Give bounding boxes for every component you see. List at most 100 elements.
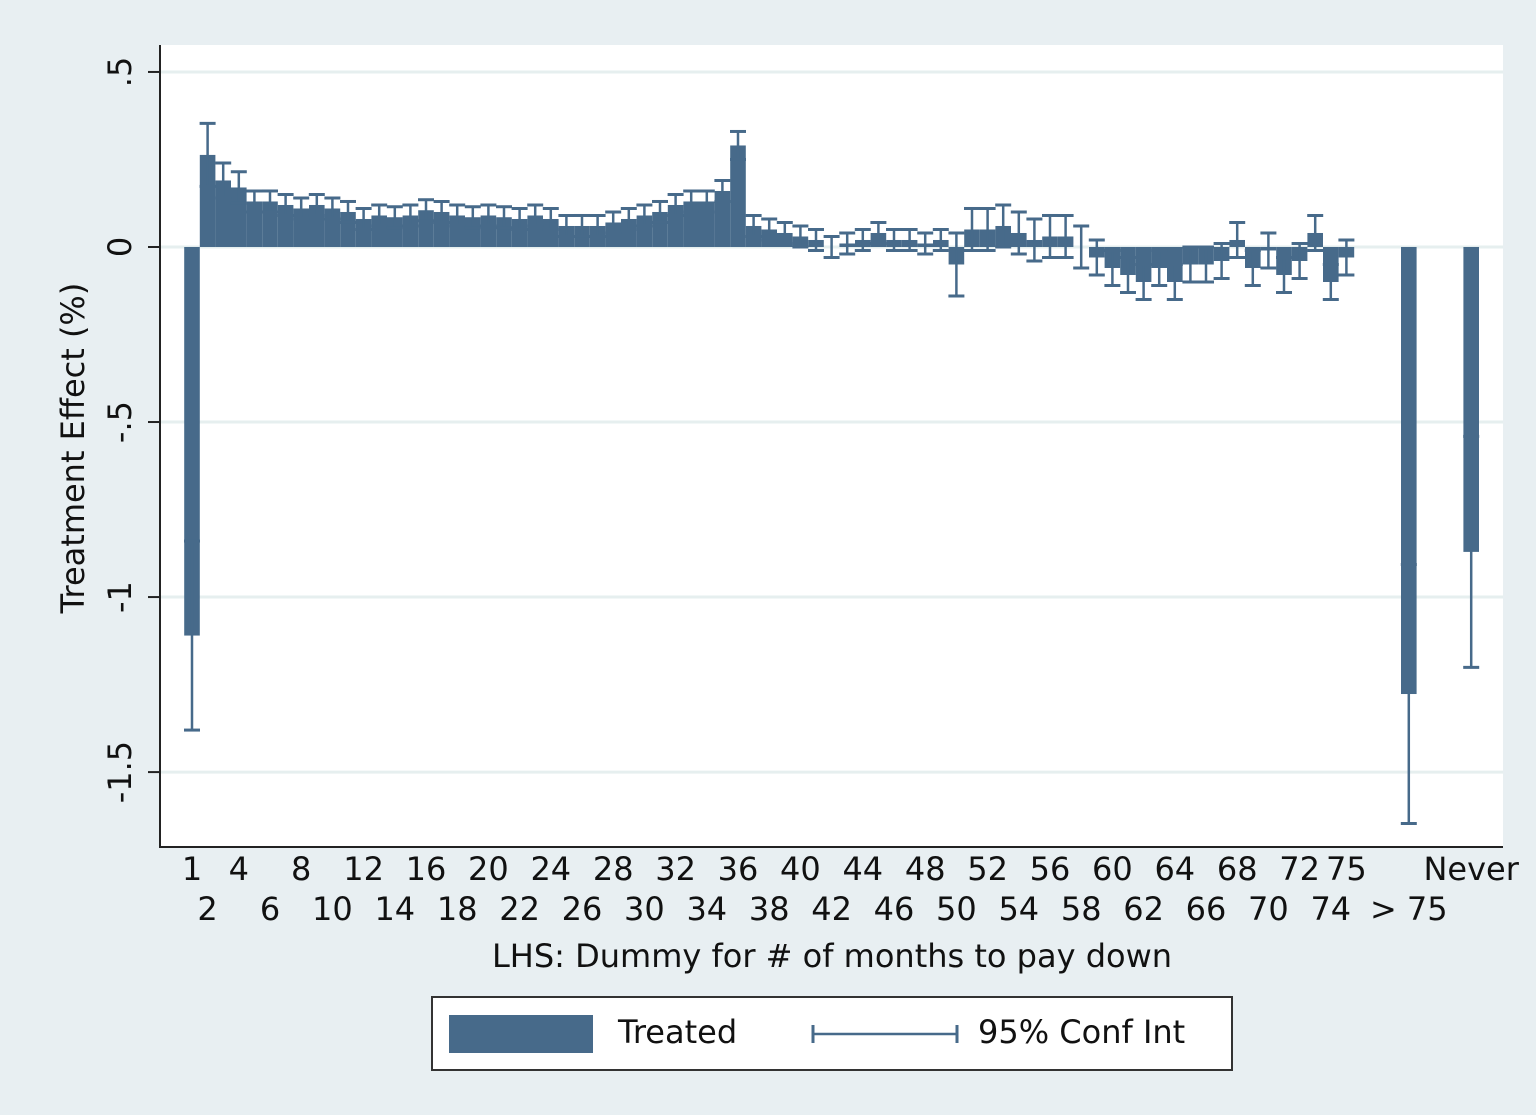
- bar: [449, 215, 465, 247]
- error-bar: [667, 192, 684, 217]
- x-tick-label: 8: [291, 850, 311, 888]
- x-tick-label: 48: [905, 850, 946, 888]
- legend-swatch: [449, 1015, 593, 1053]
- x-tick-label: 32: [655, 850, 696, 888]
- error-bar: [589, 213, 606, 238]
- error-bar: [964, 206, 980, 252]
- error-bar: [730, 129, 746, 161]
- x-tick-label: 6: [260, 890, 280, 928]
- error-bar: [1073, 224, 1090, 270]
- error-bar: [308, 192, 325, 217]
- error-bar: [199, 121, 216, 188]
- x-tick-label: 66: [1186, 890, 1227, 928]
- error-bar: [1260, 231, 1277, 270]
- bar: [387, 217, 403, 247]
- error-bar: [1166, 262, 1183, 301]
- error-bar: [184, 539, 200, 732]
- x-tick-label: 26: [562, 890, 603, 928]
- x-tick-label: 14: [374, 890, 415, 928]
- x-tick-label: 38: [749, 890, 790, 928]
- marks: [184, 121, 1480, 826]
- x-axis-title: LHS: Dummy for # of months to pay down: [492, 937, 1172, 975]
- error-bar: [776, 220, 793, 245]
- x-tick-label: 75: [1326, 850, 1367, 888]
- bar: [433, 211, 450, 247]
- error-bar: [527, 203, 544, 228]
- bar: [652, 211, 668, 247]
- bar: [496, 217, 512, 247]
- error-bar: [464, 205, 481, 230]
- error-bar: [1010, 210, 1027, 256]
- x-tick-label: 56: [1030, 850, 1071, 888]
- x-tick-label: 18: [437, 890, 478, 928]
- x-tick-label: 12: [343, 850, 384, 888]
- error-bar: [1276, 255, 1292, 294]
- y-tick-label: -1: [101, 581, 139, 613]
- x-tick-label: 40: [780, 850, 821, 888]
- error-bar: [1104, 248, 1121, 287]
- x-tick-label: 74: [1310, 890, 1351, 928]
- error-bar: [792, 224, 809, 249]
- error-bar: [230, 170, 247, 205]
- error-bar: [808, 227, 824, 252]
- error-bar: [1042, 213, 1058, 259]
- error-bar: [558, 213, 575, 238]
- error-bar: [605, 210, 622, 235]
- y-tick-label: 0: [101, 237, 139, 257]
- y-tick-label: -.5: [101, 401, 139, 443]
- error-bar: [1135, 262, 1152, 301]
- error-bar: [1088, 238, 1105, 277]
- bar: [1463, 246, 1479, 552]
- error-bar: [839, 231, 856, 256]
- x-tick-label: 50: [936, 890, 977, 928]
- bar: [605, 222, 621, 247]
- error-bar: [1120, 255, 1136, 294]
- legend-ci-symbol: [811, 1025, 959, 1043]
- bar: [340, 211, 356, 247]
- error-bar: [340, 199, 356, 224]
- error-bar: [1291, 241, 1308, 280]
- error-bar: [823, 234, 840, 259]
- x-tick-label: 22: [499, 890, 540, 928]
- x-tick-label: 44: [842, 850, 883, 888]
- error-bar: [1026, 217, 1043, 263]
- error-bar: [418, 198, 434, 223]
- bar: [511, 218, 528, 247]
- x-tick-label: 68: [1217, 850, 1258, 888]
- error-bar: [1213, 241, 1230, 280]
- x-tick-label: 64: [1154, 850, 1195, 888]
- x-tick-label: 1: [182, 850, 202, 888]
- error-bar: [433, 199, 450, 224]
- error-bar: [1151, 248, 1168, 287]
- error-bar: [995, 203, 1012, 249]
- error-bar: [1463, 434, 1480, 669]
- error-bar: [293, 196, 310, 221]
- error-bar: [683, 189, 700, 214]
- bar: [730, 145, 746, 247]
- y-axis-title: Treatment Effect (%): [54, 283, 92, 615]
- error-bar: [277, 192, 294, 217]
- x-tick-label: 70: [1248, 890, 1289, 928]
- x-tick-label: 54: [998, 890, 1039, 928]
- error-bar: [1400, 562, 1417, 826]
- error-bar: [480, 203, 497, 228]
- y-tick-label: .5: [101, 57, 139, 88]
- error-bar: [386, 205, 403, 230]
- error-bar: [870, 220, 887, 245]
- x-tick-label: 10: [312, 890, 353, 928]
- bar: [402, 215, 419, 247]
- x-tick-label: 46: [874, 890, 915, 928]
- bar: [1401, 246, 1417, 695]
- error-bar: [324, 196, 341, 221]
- error-bar: [761, 217, 778, 242]
- y-tick-label: -1.5: [101, 741, 139, 803]
- error-bar: [1338, 238, 1355, 277]
- error-bar: [246, 189, 263, 214]
- bar: [184, 246, 200, 636]
- bar: [355, 218, 372, 247]
- error-bar: [1229, 220, 1246, 259]
- x-tick-label: 34: [686, 890, 727, 928]
- error-bar: [355, 206, 372, 231]
- x-tick-label: 72: [1279, 850, 1320, 888]
- bar: [465, 217, 481, 247]
